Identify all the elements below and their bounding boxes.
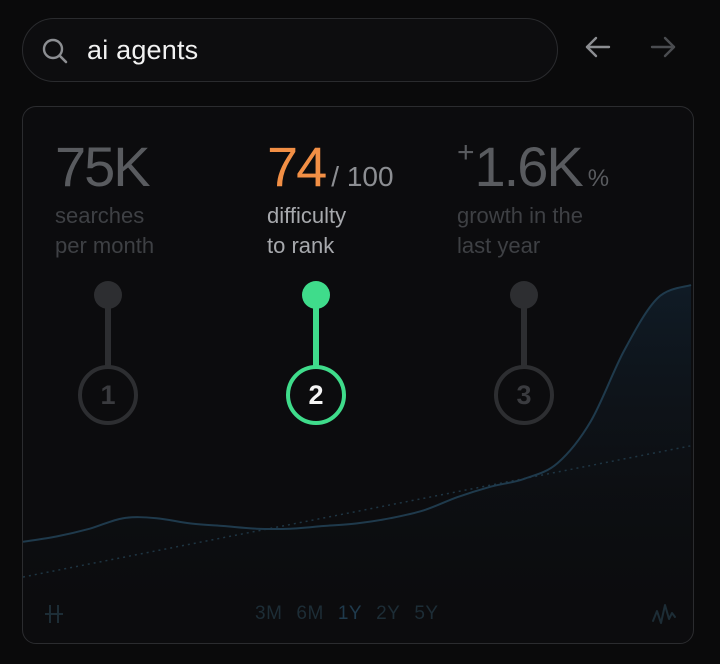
difficulty-label-line2: to rank [267, 233, 335, 258]
difficulty-value: 74 [267, 135, 327, 198]
growth-value: 1.6K [474, 135, 584, 198]
step-stem [105, 301, 111, 371]
compare-icon[interactable] [43, 603, 65, 625]
search-icon [42, 38, 68, 64]
arrow-left-icon[interactable] [583, 32, 613, 62]
difficulty-max: / 100 [331, 161, 394, 192]
searches-label-line1: searches [55, 203, 145, 228]
range-1y[interactable]: 1Y [337, 603, 363, 624]
searches-value: 75K [55, 135, 151, 198]
step-number: 1 [78, 365, 138, 425]
step-dot [510, 281, 538, 309]
range-3m[interactable]: 3M [255, 603, 283, 624]
volume-line [23, 284, 692, 543]
search-input[interactable]: ai agents [87, 35, 199, 65]
step-number: 3 [494, 365, 554, 425]
growth-sign: + [457, 136, 475, 169]
range-6m[interactable]: 6M [296, 603, 324, 624]
arrow-right-icon[interactable] [648, 32, 678, 62]
search-bar[interactable]: ai agents [22, 18, 558, 82]
step-dot [302, 281, 330, 309]
step-dot [94, 281, 122, 309]
trend-chart [23, 284, 693, 643]
waveform-icon[interactable] [651, 601, 677, 627]
trend-line [23, 444, 693, 578]
volume-area [23, 285, 691, 643]
step-number: 2 [286, 365, 346, 425]
metric-searches: 75K searches per month [55, 135, 154, 261]
difficulty-label-line1: difficulty [267, 203, 347, 228]
time-range-selector: 3M 6M 1Y 2Y 5Y [255, 603, 439, 625]
metric-growth: +1.6K% growth in the last year [457, 135, 609, 261]
growth-label-line1: growth in the [457, 203, 583, 228]
keyword-card: 75K searches per month 74/ 100 difficult… [22, 106, 694, 644]
range-2y[interactable]: 2Y [376, 603, 401, 624]
growth-unit: % [587, 165, 610, 192]
step-3[interactable]: 3 [479, 281, 569, 425]
searches-label-line2: per month [55, 233, 155, 258]
step-stem [521, 301, 527, 371]
metric-difficulty: 74/ 100 difficulty to rank [267, 135, 394, 261]
step-1[interactable]: 1 [63, 281, 153, 425]
step-stem [313, 301, 319, 371]
growth-label-line2: last year [457, 233, 541, 258]
step-2[interactable]: 2 [271, 281, 361, 425]
range-5y[interactable]: 5Y [414, 603, 439, 624]
